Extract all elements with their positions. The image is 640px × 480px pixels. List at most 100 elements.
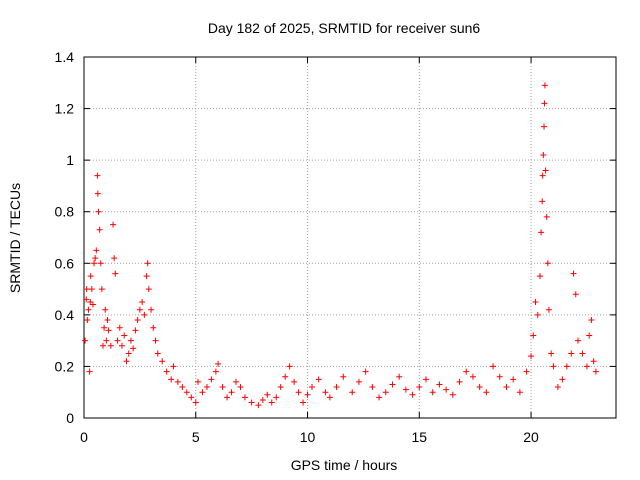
data-point — [103, 337, 110, 344]
data-point — [443, 386, 450, 393]
data-point — [85, 306, 92, 313]
data-point — [586, 332, 593, 339]
data-point — [255, 402, 262, 409]
y-tick-label: 0 — [66, 410, 74, 426]
data-point — [539, 172, 546, 179]
data-point — [179, 384, 186, 391]
data-point — [154, 350, 161, 357]
data-point — [170, 363, 177, 370]
data-point — [143, 273, 150, 280]
data-point — [530, 332, 537, 339]
data-point — [86, 368, 93, 375]
data-point — [148, 306, 155, 313]
x-tick-label: 10 — [300, 429, 316, 445]
data-point — [550, 363, 557, 370]
data-point — [248, 399, 255, 406]
data-point — [237, 384, 244, 391]
x-tick-label: 15 — [412, 429, 428, 445]
data-point — [541, 82, 548, 89]
data-point — [572, 291, 579, 298]
data-point — [309, 384, 315, 391]
data-point — [315, 376, 322, 383]
data-point — [93, 247, 100, 254]
data-point — [228, 389, 235, 396]
data-point — [516, 389, 523, 396]
data-point — [532, 298, 539, 305]
x-axis-label: GPS time / hours — [291, 457, 398, 473]
data-point — [282, 373, 289, 380]
data-point — [523, 368, 530, 375]
data-point — [203, 384, 210, 391]
data-point — [87, 298, 94, 305]
data-point — [94, 172, 101, 179]
x-tick-label: 0 — [80, 429, 88, 445]
data-point — [132, 327, 139, 334]
data-point — [528, 353, 535, 360]
data-point — [159, 358, 166, 365]
data-point — [91, 260, 98, 267]
data-point — [100, 342, 106, 349]
axis-ticks: 0 0.2 0.4 0.6 0.8 1 1.2 1.4 0 5 10 15 20 — [55, 49, 616, 445]
data-point — [208, 376, 215, 383]
data-point — [136, 306, 143, 313]
data-point — [119, 342, 125, 349]
data-point — [264, 391, 271, 398]
data-point — [219, 384, 226, 391]
data-point — [490, 363, 497, 370]
x-tick-label: 5 — [192, 429, 200, 445]
data-point — [545, 306, 552, 313]
data-point — [111, 255, 118, 262]
data-point — [87, 273, 94, 280]
data-point — [583, 363, 590, 370]
data-point — [192, 399, 199, 406]
chart-title: Day 182 of 2025, SRMTID for receiver sun… — [208, 20, 481, 36]
data-point — [130, 345, 137, 352]
data-point — [139, 298, 146, 305]
data-point — [127, 337, 134, 344]
data-point — [544, 260, 551, 267]
data-point — [97, 260, 104, 267]
data-point — [510, 376, 517, 383]
data-point — [396, 373, 403, 380]
y-tick-label: 1.4 — [55, 49, 75, 65]
data-point — [134, 317, 141, 324]
data-point — [144, 260, 151, 267]
data-point — [542, 167, 549, 174]
data-point — [559, 376, 566, 383]
data-point — [355, 378, 362, 385]
data-point — [483, 389, 490, 396]
data-point — [548, 350, 555, 357]
data-point — [326, 394, 333, 401]
data-point — [107, 342, 114, 349]
data-point — [89, 301, 96, 308]
data-point — [496, 373, 503, 380]
data-point — [199, 389, 206, 396]
data-point — [94, 190, 101, 197]
data-point — [123, 358, 130, 365]
data-points — [82, 82, 599, 409]
data-point — [416, 384, 423, 391]
data-point — [340, 373, 347, 380]
data-point — [300, 399, 307, 406]
data-point — [212, 368, 219, 375]
data-point — [436, 381, 443, 388]
data-point — [188, 394, 195, 401]
plot-frame — [83, 56, 617, 419]
data-point — [382, 389, 389, 396]
x-tick-label: 20 — [523, 429, 539, 445]
data-point — [541, 100, 548, 107]
y-tick-label: 0.2 — [55, 358, 75, 374]
data-point — [84, 317, 91, 324]
data-point — [92, 255, 99, 262]
data-point — [563, 363, 570, 370]
data-point — [590, 358, 597, 365]
data-point — [96, 226, 103, 233]
data-point — [125, 350, 132, 357]
data-point — [409, 391, 416, 398]
data-point — [376, 394, 383, 401]
data-point — [121, 332, 128, 339]
data-point — [449, 391, 456, 398]
data-point — [88, 286, 95, 293]
data-point — [83, 296, 90, 303]
data-point — [463, 368, 470, 375]
